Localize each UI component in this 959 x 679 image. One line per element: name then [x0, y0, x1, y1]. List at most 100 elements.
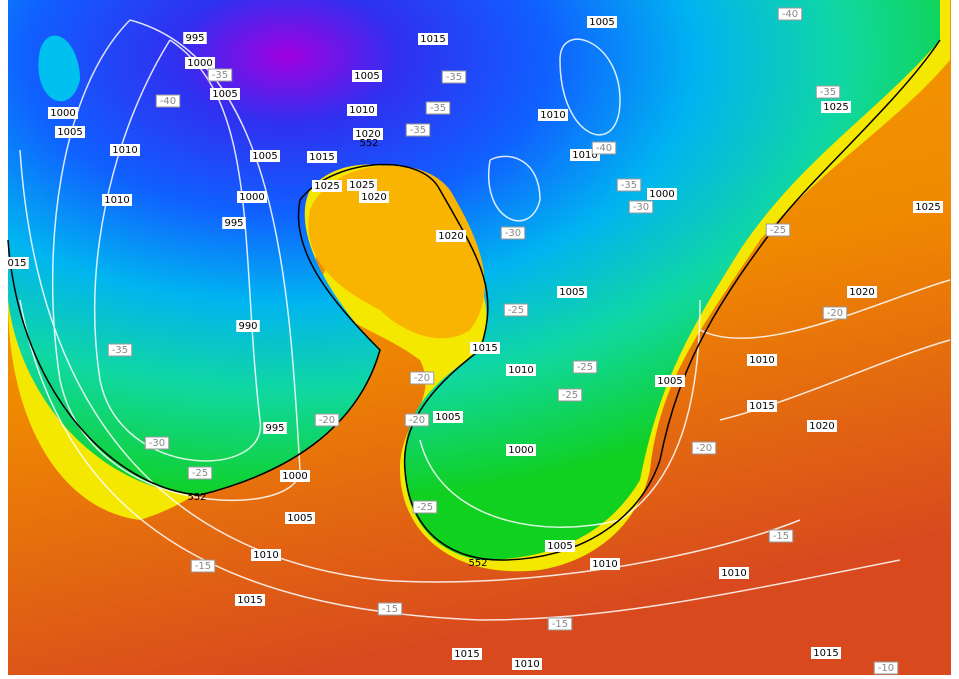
isobar-label: 990	[238, 321, 257, 332]
temperature-label-box	[768, 529, 794, 543]
temperature-label: -40	[596, 143, 612, 154]
temperature-label: -20	[409, 415, 425, 426]
isobar-label: 1005	[354, 71, 379, 82]
isobar-label-box	[353, 128, 383, 140]
isobar-label-box	[512, 658, 542, 670]
isobar-label: 1015	[749, 401, 774, 412]
isobar-label-box	[110, 144, 140, 156]
isobar-label-box	[821, 101, 851, 113]
temperature-label-box	[425, 101, 451, 115]
temperature-label-box	[409, 371, 435, 385]
isobar-label: 1000	[187, 58, 212, 69]
isobar-label-box	[807, 420, 837, 432]
temperature-label-box	[412, 500, 438, 514]
isobar-label-box	[811, 647, 841, 659]
isobar-label-box	[452, 648, 482, 660]
temperature-label: -40	[160, 96, 176, 107]
isobar-label: 1000	[649, 189, 674, 200]
temperature-label-box	[377, 602, 403, 616]
temperature-label-box	[616, 178, 642, 192]
isobar-label-box	[747, 400, 777, 412]
isobar-label: 1025	[314, 181, 339, 192]
temperature-label: -15	[382, 604, 398, 615]
isobar-label: 1005	[212, 89, 237, 100]
cold-airmass	[8, 0, 940, 560]
isobar-label-box	[719, 567, 749, 579]
isobar-label: 1010	[721, 568, 746, 579]
temperature-label: -20	[696, 443, 712, 454]
temperature-label-box	[765, 223, 791, 237]
isobar-label-box	[250, 150, 280, 162]
isobar-label: 1010	[572, 150, 597, 161]
temperature-label-box	[441, 70, 467, 84]
temperature-label: -25	[577, 362, 593, 373]
isobar-label: 1020	[355, 129, 380, 140]
isobar-label-box	[418, 33, 448, 45]
height-label: 552	[468, 558, 487, 569]
temperature-label-box	[557, 388, 583, 402]
temperature-label-box	[144, 436, 170, 450]
height-label: 552	[359, 138, 378, 149]
isobar-label-box	[263, 422, 287, 434]
isobar-label: 1025	[915, 202, 940, 213]
temperature-label: -20	[414, 373, 430, 384]
isobar-label: 1005	[252, 151, 277, 162]
temperature-label-box	[155, 94, 181, 108]
isobar-label: 1015	[454, 649, 479, 660]
isobar-label: 1020	[438, 231, 463, 242]
temperature-label-box	[404, 413, 430, 427]
isobar-label-box	[347, 104, 377, 116]
temperature-label: -25	[770, 225, 786, 236]
isobar-label: 1005	[435, 412, 460, 423]
isobar-label: 995	[185, 33, 204, 44]
isobar-label-box	[359, 191, 389, 203]
isobar-label-box	[747, 354, 777, 366]
isobar-label: 1015	[309, 152, 334, 163]
temperature-label: -35	[112, 345, 128, 356]
isobar-label: 1015	[237, 595, 262, 606]
isobar-label-box	[557, 286, 587, 298]
temperature-label-box	[822, 306, 848, 320]
temperature-label-box	[405, 123, 431, 137]
temperature-label-box	[503, 303, 529, 317]
isobar-label-box	[285, 512, 315, 524]
temperature-label: -30	[149, 438, 165, 449]
isobar-label: 1010	[349, 105, 374, 116]
isobar-label: 1000	[239, 192, 264, 203]
isobar-label-box	[307, 151, 337, 163]
warm-ridge	[308, 165, 485, 339]
temperature-label-box	[815, 85, 841, 99]
isobar-label-box	[587, 16, 617, 28]
isobar-label-box	[183, 32, 207, 44]
isobar-label: 1005	[589, 17, 614, 28]
isobar-label: 1015	[472, 343, 497, 354]
isobar-label: 1010	[508, 365, 533, 376]
isobar-label-box	[352, 70, 382, 82]
temperature-label: -35	[430, 103, 446, 114]
temperature-label: -15	[552, 619, 568, 630]
temperature-label: -35	[446, 72, 462, 83]
temperature-label-box	[547, 617, 573, 631]
isobar-label: 995	[224, 218, 243, 229]
temperature-label: -35	[621, 180, 637, 191]
isobar-label-box	[433, 411, 463, 423]
isobar-label: 1010	[540, 110, 565, 121]
isobar-label: 1005	[657, 376, 682, 387]
isobar-label-box	[251, 549, 281, 561]
temperature-label: -40	[782, 9, 798, 20]
temperature-label: -20	[319, 415, 335, 426]
temperature-label: -15	[195, 561, 211, 572]
isobar-label-box	[545, 540, 575, 552]
temperature-label: -25	[417, 502, 433, 513]
isobar-label-box	[48, 107, 78, 119]
isobar-label-box	[470, 342, 500, 354]
isobar-label-box	[506, 364, 536, 376]
isobar-label: 1010	[514, 659, 539, 670]
temperature-label: -30	[633, 202, 649, 213]
isobar-label-box	[222, 217, 246, 229]
temperature-label-box	[190, 559, 216, 573]
isobar-label: 1000	[282, 471, 307, 482]
temperature-label: -10	[878, 663, 894, 674]
temperature-label: -25	[508, 305, 524, 316]
